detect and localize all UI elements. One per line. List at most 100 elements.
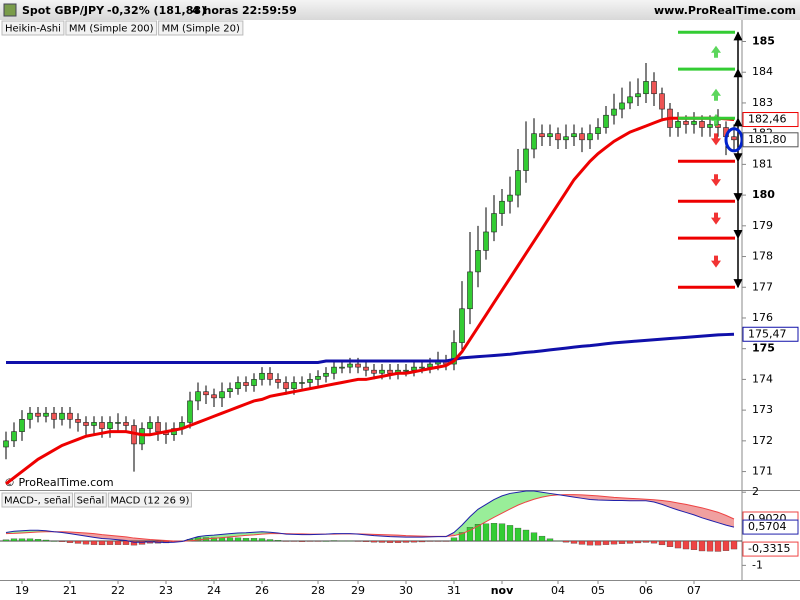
macd-line bbox=[5, 494, 735, 542]
histogram-bar bbox=[378, 540, 386, 543]
histogram-bar bbox=[554, 540, 562, 542]
legend-label: MM (Simple 200) bbox=[69, 24, 154, 35]
y-tick-label: 185 bbox=[752, 35, 775, 48]
histogram-bar bbox=[410, 540, 418, 543]
symbol: Spot GBP/JPY bbox=[22, 4, 105, 17]
candle-body bbox=[683, 121, 689, 125]
histogram-bar bbox=[474, 524, 482, 542]
histogram-bar bbox=[714, 540, 722, 552]
candle-body bbox=[267, 372, 273, 380]
y-tick-label: 2 bbox=[752, 485, 759, 498]
macd-fill bbox=[510, 492, 518, 510]
candle-body bbox=[35, 412, 41, 417]
y-tick-label: 177 bbox=[752, 280, 773, 293]
y-tick-label: 181 bbox=[752, 157, 773, 170]
candle-body bbox=[259, 372, 265, 380]
x-tick-label: 06 bbox=[639, 584, 653, 597]
histogram-bar bbox=[418, 540, 426, 543]
candle-body bbox=[603, 114, 609, 128]
highlight bbox=[724, 127, 744, 153]
macd-fill bbox=[102, 534, 110, 540]
histogram-bar bbox=[498, 523, 506, 542]
candle-body bbox=[659, 93, 665, 110]
y-tick-label: 176 bbox=[752, 311, 773, 324]
candle-body bbox=[699, 121, 705, 128]
macd-fill bbox=[718, 512, 726, 526]
last-label-box bbox=[742, 112, 799, 128]
histogram-bar bbox=[690, 540, 698, 550]
candle-body bbox=[347, 363, 353, 368]
x-tick-label: 07 bbox=[687, 584, 701, 597]
macd-fill bbox=[598, 495, 606, 501]
histogram-bar bbox=[434, 540, 442, 542]
y-tick-label: 173 bbox=[752, 403, 773, 416]
histogram-bar bbox=[298, 540, 306, 542]
x-tick-label: 29 bbox=[351, 584, 365, 597]
candle-body bbox=[11, 431, 17, 442]
arrow-icon bbox=[711, 212, 721, 225]
legend-label: MACD (12 26 9) bbox=[110, 496, 189, 507]
candle-body bbox=[499, 200, 505, 214]
candle-body bbox=[331, 366, 337, 374]
histogram-bar bbox=[538, 535, 546, 542]
time: 22:59:59 bbox=[242, 4, 297, 17]
arrow-icon bbox=[711, 255, 721, 268]
candle-body bbox=[531, 133, 537, 150]
legend-box bbox=[158, 20, 244, 36]
macd-fill bbox=[678, 502, 686, 513]
period: 4 horas bbox=[192, 4, 239, 17]
candle-body bbox=[731, 136, 737, 141]
x-tick-label: 19 bbox=[15, 584, 29, 597]
histogram-bar bbox=[282, 540, 290, 542]
histogram-bar bbox=[34, 539, 42, 542]
candle-body bbox=[211, 394, 217, 399]
histogram-bar bbox=[2, 539, 10, 542]
moving-average bbox=[5, 116, 735, 486]
histogram-bar bbox=[66, 540, 74, 543]
y-tick-label: 171 bbox=[752, 465, 773, 478]
last-label: 0,5704 bbox=[748, 520, 787, 533]
candle-body bbox=[307, 379, 313, 383]
candle-body bbox=[515, 170, 521, 196]
legend-label: MACD-, señal bbox=[4, 496, 71, 507]
histogram-bar bbox=[482, 523, 490, 542]
watermark: © ProRealTime.com bbox=[4, 476, 114, 489]
macd-fill bbox=[486, 499, 494, 522]
candle-body bbox=[627, 96, 633, 104]
arrow-icon bbox=[711, 133, 721, 146]
y-tick-label: 178 bbox=[752, 250, 773, 263]
x-tick-label: 21 bbox=[63, 584, 77, 597]
histogram-bar bbox=[730, 540, 738, 550]
histogram-bar bbox=[722, 540, 730, 551]
candle-body bbox=[403, 369, 409, 372]
histogram-bar bbox=[426, 540, 434, 542]
last-label: -0,3315 bbox=[748, 542, 790, 555]
histogram-bar bbox=[306, 540, 314, 542]
candle-body bbox=[283, 382, 289, 389]
last-label-box bbox=[742, 132, 799, 148]
candle-body bbox=[379, 369, 385, 374]
histogram-bar bbox=[106, 540, 114, 545]
histogram-bar bbox=[354, 540, 362, 542]
legend-label: Heikin-Ashi bbox=[5, 24, 61, 35]
candle-body bbox=[115, 422, 121, 424]
histogram-bar bbox=[114, 540, 122, 545]
histogram-bar bbox=[602, 540, 610, 545]
histogram-bar bbox=[386, 540, 394, 543]
candle-body bbox=[187, 400, 193, 423]
candle-body bbox=[539, 133, 545, 138]
histogram-bar bbox=[578, 540, 586, 545]
candle-body bbox=[3, 440, 9, 448]
candle-body bbox=[291, 382, 297, 389]
macd-fill bbox=[502, 493, 510, 514]
candle-body bbox=[419, 366, 425, 369]
candle-body bbox=[523, 148, 529, 171]
site: www.ProRealTime.com bbox=[654, 4, 796, 17]
candle-body bbox=[243, 382, 249, 386]
arrow-icon bbox=[711, 174, 721, 187]
candle-body bbox=[123, 422, 129, 426]
histogram-bar bbox=[322, 540, 330, 542]
x-tick-label: 30 bbox=[399, 584, 413, 597]
arrow-icon bbox=[711, 113, 721, 126]
histogram-bar bbox=[626, 540, 634, 544]
